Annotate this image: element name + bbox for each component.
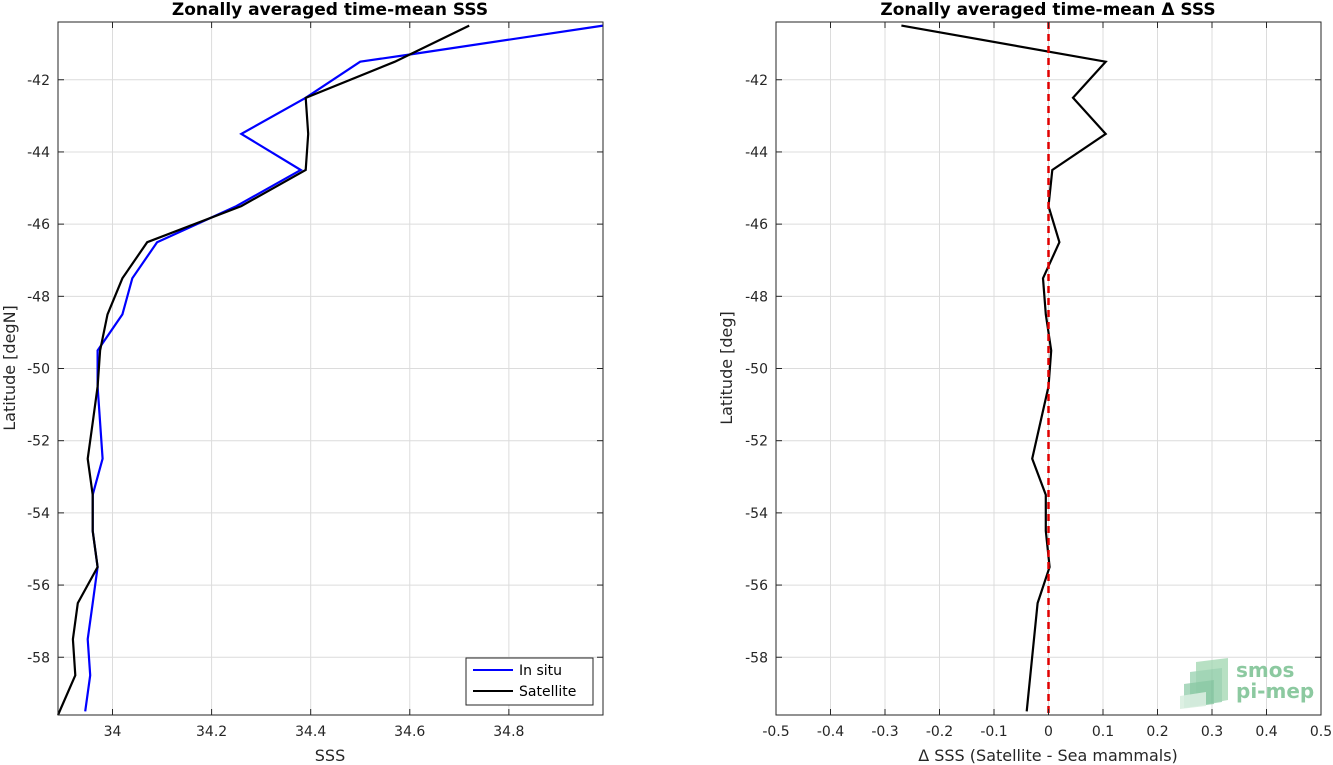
sss-ytick-label: -46 [27, 217, 50, 233]
delta-xtick-label: 0.4 [1255, 724, 1277, 740]
delta-ytick-label: -58 [745, 650, 768, 666]
delta-xtick-label: -0.1 [980, 724, 1007, 740]
sss-ytick-label: -54 [27, 506, 50, 522]
delta-series [901, 22, 1108, 715]
sss-grid [58, 22, 603, 715]
sss-series-line-satellite [56, 24, 470, 716]
sss-ytick-label: -50 [27, 362, 50, 378]
delta-sss-panel: -0.5 -0.4 -0.3 -0.2 -0.1 0 0.1 0.2 0.3 0.4 0.5 -58 -… [717, 0, 1332, 765]
delta-xlabel: Δ SSS (Satellite - Sea mammals) [918, 746, 1178, 765]
sss-panel: 34 34.2 34.4 34.6 34.8 -58 -56 -54 -52 -50 -48 -46 -… [0, 0, 604, 765]
sss-ticks: 34 34.2 34.4 34.6 34.8 -58 -56 -54 -52 -50 -48 -46 -… [27, 22, 603, 740]
delta-xtick-label: 0.1 [1092, 724, 1114, 740]
delta-ytick-label: -48 [745, 289, 768, 305]
sss-xlabel: SSS [315, 746, 345, 765]
delta-series-line-series-0 [901, 24, 1108, 712]
sss-ytick-label: -52 [27, 434, 50, 450]
delta-xtick-label: 0 [1044, 724, 1053, 740]
delta-ytick-label: -44 [745, 145, 768, 161]
sss-xtick-label: 34.2 [196, 724, 227, 740]
legend-label-in-situ: In situ [519, 663, 562, 679]
sss-legend: In situ Satellite [465, 657, 594, 706]
sss-ytick-label: -48 [27, 289, 50, 305]
logo-text-smos: smos [1236, 658, 1294, 682]
sss-xtick-label: 34.4 [295, 724, 326, 740]
delta-xtick-label: -0.2 [926, 724, 953, 740]
delta-ytick-label: -56 [745, 578, 768, 594]
delta-xtick-label: -0.5 [762, 724, 789, 740]
sss-ytick-label: -58 [27, 650, 50, 666]
sss-ytick-label: -42 [27, 73, 50, 89]
sss-xtick-label: 34.8 [493, 724, 524, 740]
delta-ytick-label: -52 [745, 434, 768, 450]
logo-text-pi-mep: pi-mep [1236, 679, 1314, 703]
sss-series-line-in-situ [84, 24, 604, 712]
delta-xtick-label: 0.2 [1146, 724, 1168, 740]
sss-series [56, 24, 604, 716]
legend-box [465, 657, 594, 706]
sss-ylabel: Latitude [degN] [0, 305, 19, 431]
delta-ytick-label: -46 [745, 217, 768, 233]
delta-xtick-label: -0.3 [871, 724, 898, 740]
delta-xtick-label: -0.4 [817, 724, 844, 740]
sss-title: Zonally averaged time-mean SSS [172, 0, 488, 20]
delta-ytick-label: -50 [745, 362, 768, 378]
smos-pi-mep-logo: smos pi-mep [1180, 658, 1314, 709]
delta-ytick-label: -42 [745, 73, 768, 89]
delta-xtick-label: 0.5 [1310, 724, 1332, 740]
legend-label-satellite: Satellite [519, 684, 576, 700]
delta-ytick-label: -54 [745, 506, 768, 522]
sss-ytick-label: -56 [27, 578, 50, 594]
sss-xtick-label: 34.6 [394, 724, 425, 740]
delta-ylabel: Latitude [deg] [717, 311, 736, 425]
sss-ytick-label: -44 [27, 145, 50, 161]
delta-title: Zonally averaged time-mean Δ SSS [880, 0, 1215, 20]
delta-ticks: -0.5 -0.4 -0.3 -0.2 -0.1 0 0.1 0.2 0.3 0.4 0.5 -58 -… [745, 22, 1332, 740]
delta-xtick-label: 0.3 [1201, 724, 1223, 740]
sss-xtick-label: 34 [104, 724, 122, 740]
